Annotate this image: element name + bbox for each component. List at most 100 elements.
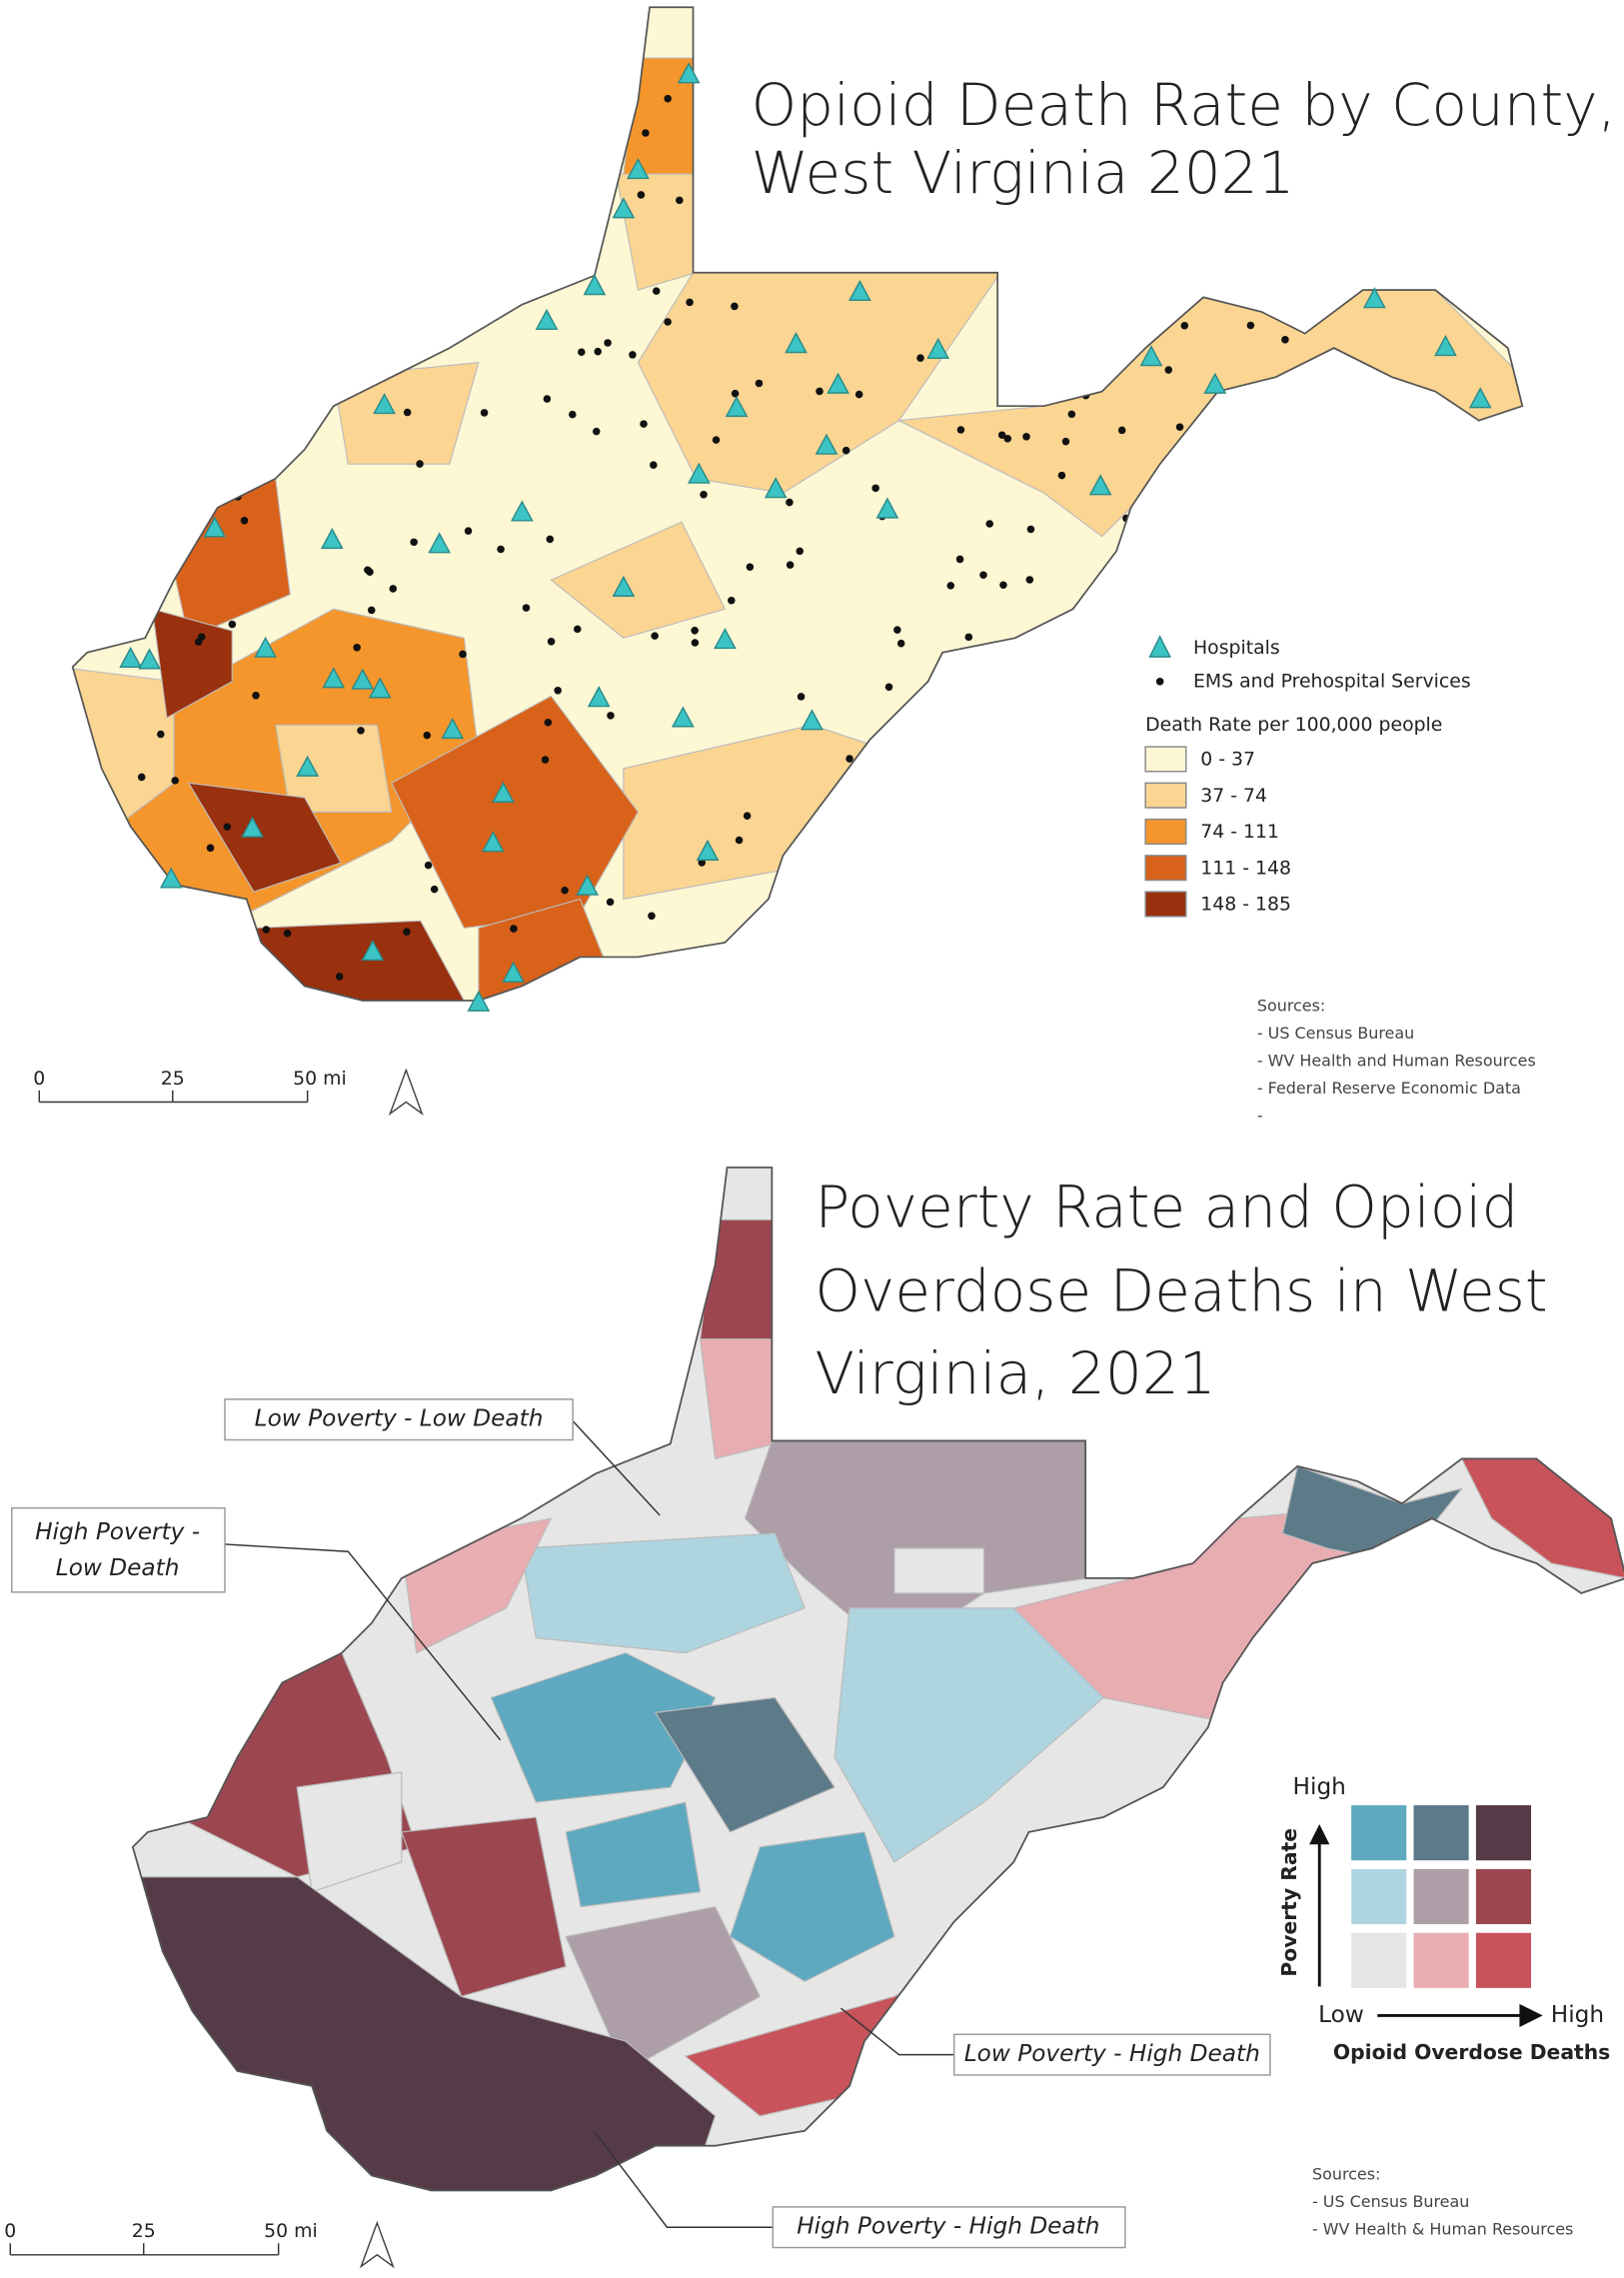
ems-point [410,538,418,547]
hospital [320,527,344,550]
ems-point [206,844,215,853]
legend-cell [1413,1932,1469,1988]
ems-point [1170,279,1178,287]
ems-point [1244,595,1252,604]
ems-point [367,606,376,615]
ems-point [497,545,505,554]
ems-point [746,563,755,571]
ems-point [317,120,325,128]
annotation-box [952,2033,1271,2076]
ems-point [896,639,905,648]
ems-point [287,56,295,65]
ems-point [979,571,987,580]
ems-point [797,693,806,701]
ems-point [1405,811,1413,820]
legend-cell [1413,1805,1469,1861]
ems-point [676,196,684,205]
ems-point [569,410,577,419]
ems-point [1164,366,1173,374]
ems-point [786,498,794,507]
ems-point [946,582,955,590]
ems-point [1432,874,1440,882]
ems-point [1169,974,1178,983]
ems-point [554,687,562,695]
ems-point [1362,40,1371,49]
county [893,1547,985,1594]
source-item: - US Census Bureau [1312,2192,1469,2211]
ems-point [786,561,795,569]
ems-point [1238,978,1246,987]
county [391,695,640,930]
ems-point [1348,865,1356,874]
ems-point [1222,15,1230,23]
ems-point [458,144,467,153]
ems-point [1430,400,1439,409]
ems-point [1068,289,1077,297]
legend-cell [1475,1868,1532,1925]
ems-point [1470,294,1479,302]
ems-point [919,235,927,243]
ems-point [1058,640,1067,648]
ems-point [1494,480,1502,489]
ems-point [1123,536,1132,545]
ems-point [1131,518,1140,527]
ems-point [1161,546,1170,555]
county [550,521,727,639]
ems-point [310,81,318,90]
ems-point [779,871,787,879]
legend-cell [1475,1805,1532,1861]
ems-point [606,898,615,907]
ems-point [222,923,230,931]
arrow-head [1309,1823,1330,1845]
ems-point [1260,919,1268,928]
ems-point [735,836,744,845]
ems-point [1332,567,1340,575]
ems-point [691,627,699,635]
ems-point [483,214,491,222]
ems-point [1246,321,1255,330]
ems-point [1097,607,1106,615]
ems-point [430,885,439,894]
ems-point [541,756,550,764]
ems-point [141,47,150,56]
ems-point [916,354,924,362]
county [275,724,393,813]
ems-point [174,410,183,419]
ems-point [728,596,736,605]
ems-point [1250,470,1258,479]
hospital [254,636,277,658]
legend-label: EMS and Prehospital Services [1193,671,1471,692]
ems-point [64,840,72,848]
legend-label: High [1293,1773,1346,1800]
ems-point [137,773,146,782]
ems-point [147,277,155,285]
legend-label: 111 - 148 [1200,858,1291,879]
ems-point [997,431,1006,439]
source-item: - Federal Reserve Economic Data [1257,1079,1521,1098]
ems-point [887,222,895,230]
county [400,1816,567,1998]
annotation: Low Poverty - Low Death [255,1405,544,1432]
legend-symbol [1155,678,1164,686]
ems-point [1455,280,1463,289]
county [520,1532,807,1654]
ems-point [982,876,991,885]
ems-point [1389,772,1397,781]
ems-point [970,740,978,749]
ems-point [1090,985,1098,993]
ems-point [212,311,220,320]
ems-point [240,517,249,525]
north-arrow [388,1068,424,1117]
ems-point [547,638,556,646]
hospital [587,686,611,708]
ems-point [942,950,951,958]
ems-point [224,243,232,251]
ems-point [283,929,292,938]
hospital [826,372,849,394]
map-1: Opioid Death Rate by County, West Virgin… [33,6,1616,1126]
ems-point [686,298,694,307]
ems-point [1155,29,1163,38]
hospital [1468,387,1492,409]
hospital [119,646,143,669]
